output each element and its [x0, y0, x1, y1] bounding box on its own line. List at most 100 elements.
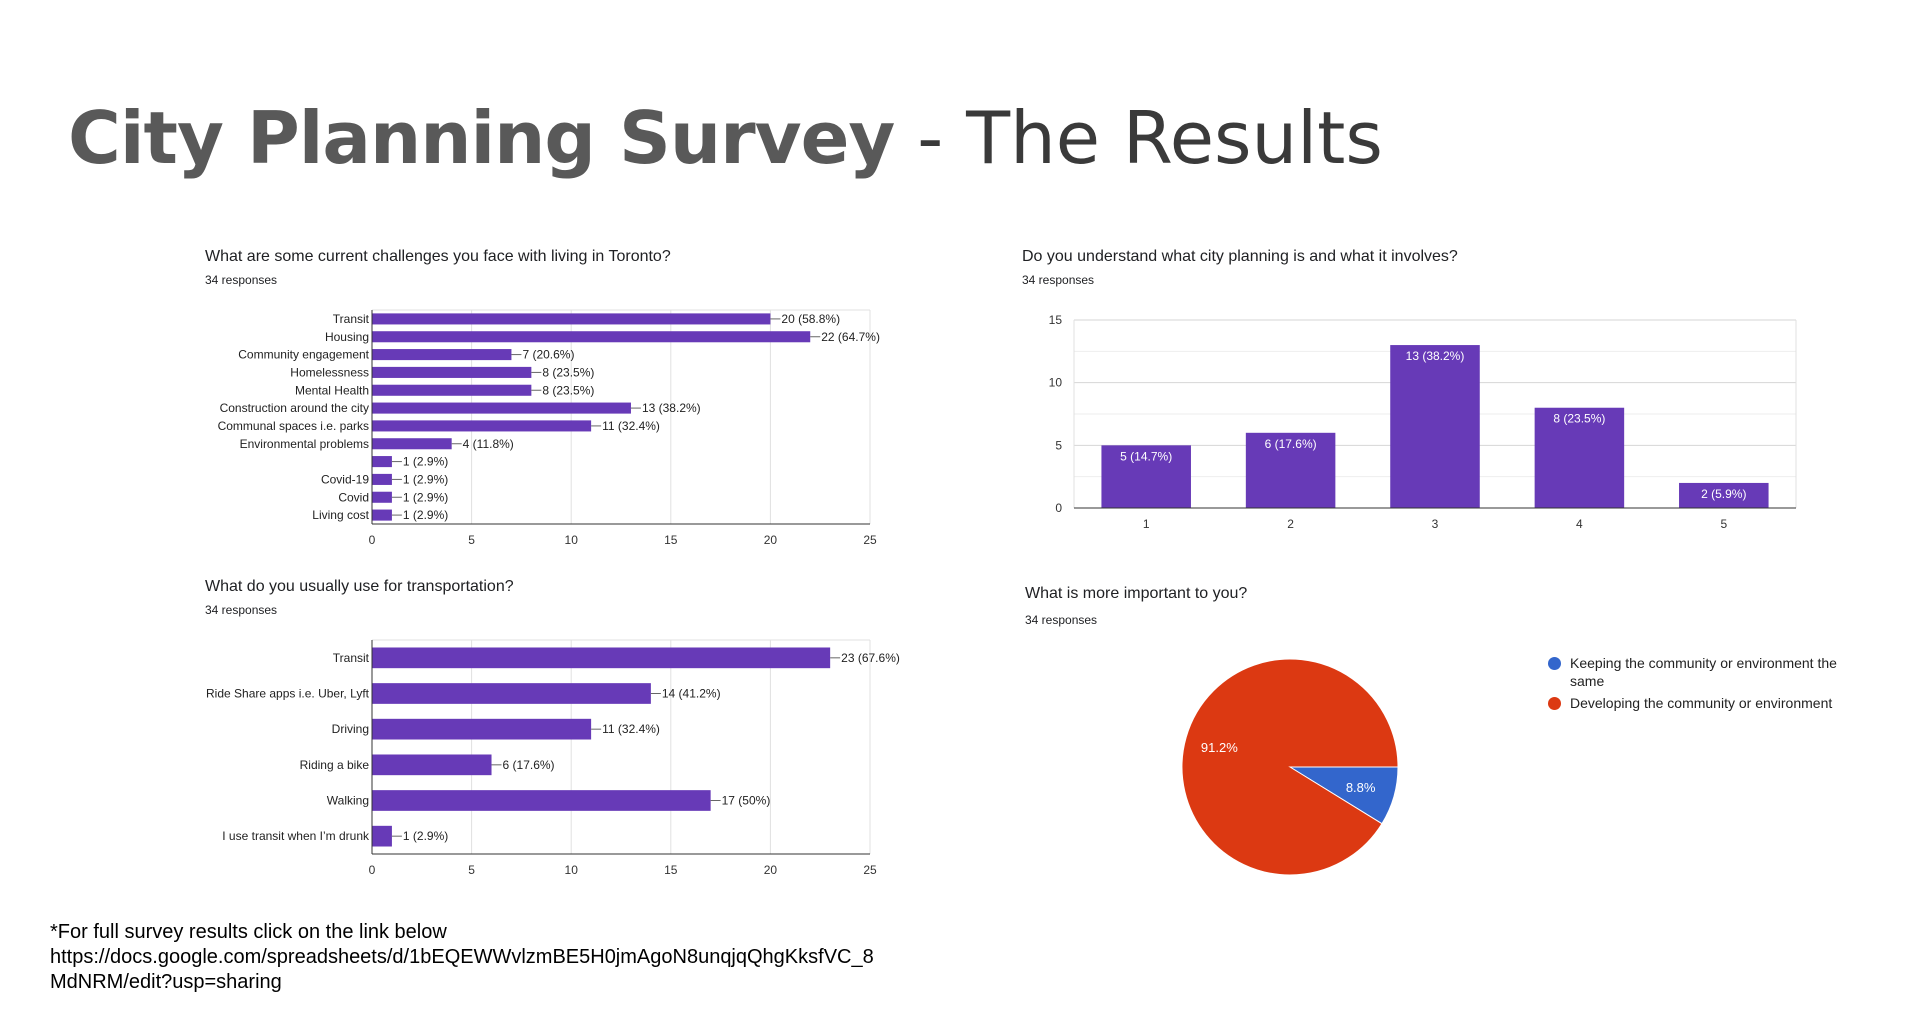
category-label: Transit — [333, 651, 370, 665]
data-label: 8 (23.5%) — [1553, 412, 1605, 426]
slice-label: 91.2% — [1201, 740, 1238, 755]
bar — [1390, 345, 1480, 508]
chart-subtitle: 34 responses — [205, 273, 278, 287]
data-label: 13 (38.2%) — [642, 401, 701, 415]
data-label: 14 (41.2%) — [662, 687, 721, 701]
x-tick-label: 5 — [1720, 517, 1727, 531]
data-label: 1 (2.9%) — [403, 829, 448, 843]
bar — [1534, 407, 1625, 508]
x-tick-label: 5 — [468, 533, 475, 547]
x-tick-label: 3 — [1432, 517, 1439, 531]
category-label: Living cost — [312, 508, 369, 522]
legend-item: Developing the community or environment — [1548, 694, 1848, 712]
category-label: Homelessness — [290, 365, 369, 379]
slice-label: 8.8% — [1346, 780, 1376, 795]
data-label: 8 (23.5%) — [542, 365, 594, 379]
legend-item: Keeping the community or environment the… — [1548, 654, 1848, 690]
x-tick-label: 10 — [565, 863, 579, 877]
chart-subtitle: 34 responses — [1022, 273, 1095, 287]
bar — [372, 331, 811, 343]
slide-title-rest: - The Results — [894, 96, 1383, 180]
data-label: 1 (2.9%) — [403, 472, 448, 486]
chart-subtitle: 34 responses — [1025, 613, 1098, 627]
data-label: 8 (23.5%) — [542, 383, 594, 397]
footer-note: *For full survey results click on the li… — [50, 920, 950, 995]
x-tick-label: 0 — [369, 533, 376, 547]
category-label: Transit — [333, 312, 370, 326]
category-label: Mental Health — [295, 383, 369, 397]
data-label: 2 (5.9%) — [1701, 487, 1746, 501]
bar — [372, 366, 532, 378]
data-label: 17 (50%) — [722, 794, 771, 808]
x-tick-label: 20 — [764, 863, 778, 877]
y-tick-label: 15 — [1049, 313, 1063, 327]
category-label: I use transit when I’m drunk — [222, 829, 370, 843]
data-label: 4 (11.8%) — [463, 437, 514, 451]
bar — [1679, 482, 1769, 508]
category-label: Construction around the city — [220, 401, 369, 415]
x-tick-label: 10 — [565, 533, 579, 547]
category-label: Covid — [338, 490, 369, 504]
bar — [372, 754, 492, 776]
category-label: Housing — [325, 330, 369, 344]
y-tick-label: 0 — [1055, 501, 1062, 515]
bar — [372, 384, 532, 396]
chart-title: What is more important to you? — [1025, 585, 1248, 602]
legend-label: Developing the community or environment — [1570, 695, 1833, 711]
bar — [372, 349, 512, 361]
bar — [1245, 432, 1336, 508]
chart-title: What do you usually use for transportati… — [205, 578, 514, 595]
x-tick-label: 5 — [468, 863, 475, 877]
category-label: Driving — [332, 722, 369, 736]
data-label: 6 (17.6%) — [503, 758, 555, 772]
bar — [372, 473, 392, 485]
category-label: Riding a bike — [300, 758, 370, 772]
slide-title: City Planning Survey - The Results — [68, 88, 1383, 188]
legend-swatch-blue — [1548, 657, 1561, 670]
footer-link-cont[interactable]: MdNRM/edit?usp=sharing — [50, 971, 282, 993]
bar — [1101, 445, 1191, 508]
bar — [372, 790, 711, 811]
chart-subtitle: 34 responses — [205, 603, 278, 617]
bar — [372, 438, 452, 450]
data-label: 1 (2.9%) — [403, 508, 448, 522]
bar — [372, 825, 392, 847]
pie-legend: Keeping the community or environment the… — [1548, 654, 1848, 716]
bar — [372, 420, 592, 432]
y-tick-label: 5 — [1055, 438, 1062, 452]
bar — [372, 491, 392, 503]
legend-swatch-red — [1548, 697, 1561, 710]
data-label: 11 (32.4%) — [602, 722, 660, 736]
data-label: 1 (2.9%) — [403, 455, 448, 469]
data-label: 6 (17.6%) — [1265, 437, 1317, 451]
category-label: Environmental problems — [240, 437, 369, 451]
data-label: 5 (14.7%) — [1120, 449, 1172, 463]
x-tick-label: 4 — [1576, 517, 1583, 531]
chart-title: Do you understand what city planning is … — [1022, 248, 1458, 265]
data-label: 1 (2.9%) — [403, 490, 448, 504]
x-tick-label: 25 — [863, 863, 877, 877]
x-tick-label: 20 — [764, 533, 778, 547]
x-tick-label: 15 — [664, 533, 678, 547]
pie-slice — [1181, 658, 1399, 876]
bar — [372, 313, 771, 325]
data-label: 7 (20.6%) — [522, 348, 574, 362]
category-label: Covid-19 — [321, 472, 369, 486]
data-label: 11 (32.4%) — [602, 419, 660, 433]
footer-link[interactable]: https://docs.google.com/spreadsheets/d/1… — [50, 946, 874, 968]
x-tick-label: 25 — [863, 533, 877, 547]
bar — [372, 509, 392, 521]
y-tick-label: 10 — [1049, 376, 1063, 390]
data-label: 22 (64.7%) — [821, 330, 880, 344]
x-tick-label: 0 — [369, 863, 376, 877]
bar — [372, 647, 831, 669]
category-label: Community engagement — [238, 348, 369, 362]
pie-slice — [1288, 766, 1399, 825]
bar — [372, 718, 592, 740]
category-label: Walking — [327, 794, 369, 808]
category-label: Communal spaces i.e. parks — [218, 419, 369, 433]
data-label: 20 (58.8%) — [781, 312, 840, 326]
x-tick-label: 1 — [1143, 517, 1150, 531]
legend-label: Keeping the community or environment the… — [1570, 655, 1837, 689]
x-tick-label: 15 — [664, 863, 678, 877]
